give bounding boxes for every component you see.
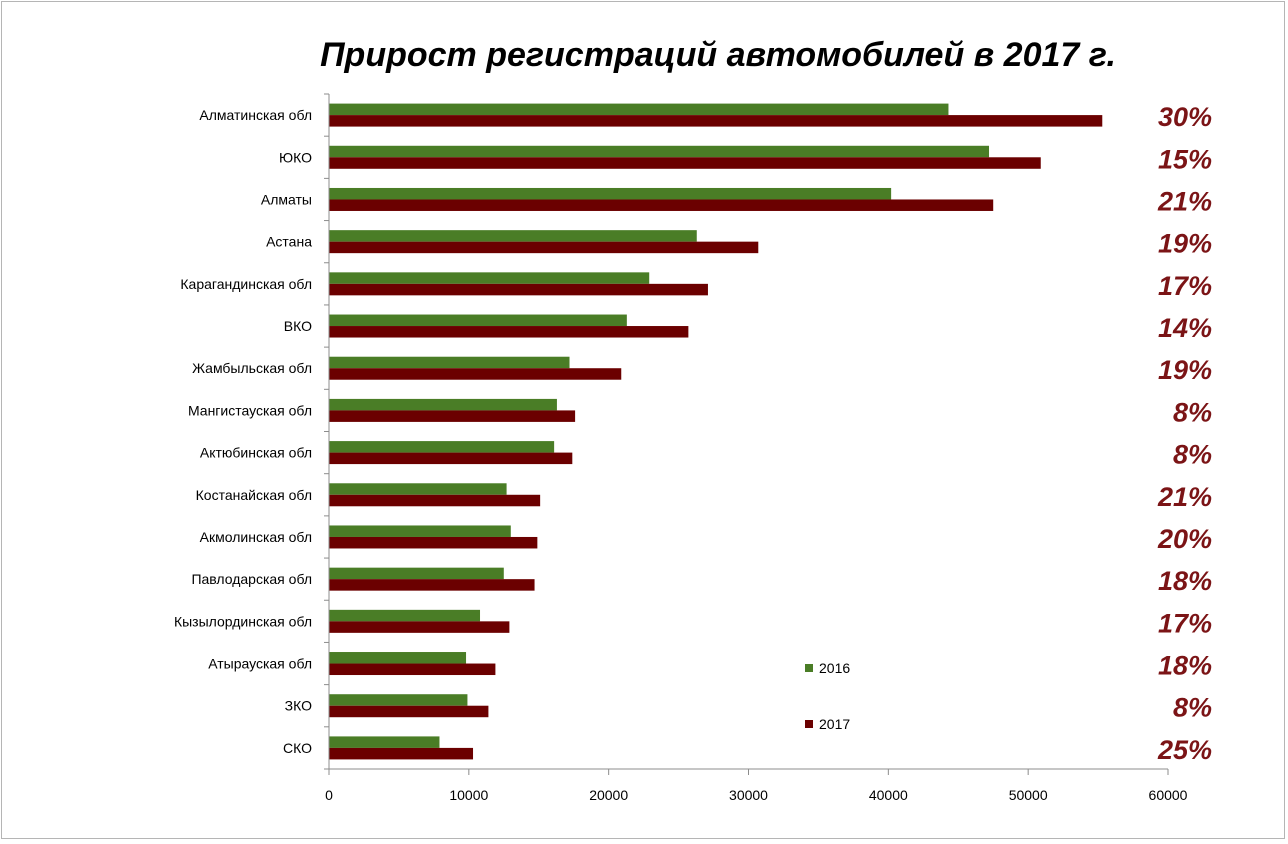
- bar-2016-15: [329, 736, 440, 748]
- bar-2017-12: [329, 621, 510, 633]
- category-label: Алматинская обл: [199, 107, 312, 123]
- bar-2017-11: [329, 579, 535, 591]
- axes: 0 10000 20000 30000 40000 50000 60000: [324, 93, 1188, 803]
- growth-percent-label: 20%: [1157, 524, 1212, 554]
- growth-percent-label: 15%: [1158, 144, 1212, 174]
- legend-label: 2017: [819, 716, 850, 732]
- bar-2016-0: [329, 103, 949, 116]
- category-label: Атырауская обл: [208, 656, 312, 672]
- bar-2016-7: [329, 398, 557, 411]
- growth-percent-label: 19%: [1158, 355, 1212, 385]
- bar-2017-15: [329, 747, 474, 760]
- category-label: Актюбинская обл: [200, 445, 312, 461]
- growth-percent-label: 18%: [1158, 651, 1212, 681]
- growth-percent-label: 19%: [1158, 229, 1212, 259]
- legend: 2016 2017: [805, 660, 850, 732]
- x-tick-label: 30000: [729, 787, 768, 803]
- growth-percent-label: 17%: [1158, 271, 1212, 301]
- bar-2017-9: [329, 494, 541, 507]
- growth-percent-label: 8%: [1173, 693, 1212, 723]
- bar-2016-10: [329, 525, 511, 537]
- bar-2017-2: [329, 199, 994, 211]
- category-labels: Алматинская обл ЮКО Алматы Астана Карагандин…: [174, 107, 312, 756]
- category-label: Алматы: [261, 191, 312, 207]
- bar-2016-3: [329, 230, 697, 242]
- bar-2016-9: [329, 483, 507, 495]
- category-label: СКО: [283, 740, 312, 756]
- bar-2016-6: [329, 356, 570, 369]
- bar-2016-8: [329, 441, 555, 453]
- bar-2016-12: [329, 609, 481, 622]
- growth-percent-label: 17%: [1158, 608, 1212, 638]
- growth-percent-label: 14%: [1158, 313, 1212, 343]
- bar-2017-13: [329, 663, 496, 676]
- category-label: ЮКО: [279, 149, 312, 165]
- bar-2017-6: [329, 368, 622, 380]
- bar-2017-3: [329, 241, 759, 254]
- category-label: Кызылординская обл: [174, 613, 312, 629]
- bar-2017-1: [329, 157, 1041, 169]
- growth-percent-label: 25%: [1157, 735, 1212, 765]
- x-tick-label: 10000: [449, 787, 488, 803]
- bar-2017-5: [329, 326, 689, 338]
- bars-layer: [329, 103, 1103, 760]
- growth-percent-labels: 30% 15% 21% 19% 17% 14% 19% 8% 8% 21% 20% 18% 17% 18%…: [1157, 102, 1212, 765]
- bar-2017-0: [329, 115, 1103, 127]
- bar-2016-2: [329, 187, 892, 200]
- category-label: Карагандинская обл: [180, 276, 312, 292]
- x-tick-label: 40000: [869, 787, 908, 803]
- category-label: ВКО: [284, 318, 312, 334]
- x-tick-label: 0: [325, 787, 333, 803]
- category-label: Жамбыльская обл: [192, 360, 312, 376]
- chart-title: Прирост регистраций автомобилей в 2017 г…: [320, 36, 1116, 74]
- category-label: Павлодарская обл: [191, 571, 312, 587]
- category-label: ЗКО: [285, 698, 312, 714]
- growth-percent-label: 21%: [1157, 186, 1212, 216]
- growth-percent-label: 30%: [1158, 102, 1212, 132]
- category-label: Акмолинская обл: [200, 529, 312, 545]
- x-tick-label: 60000: [1149, 787, 1188, 803]
- bar-2017-10: [329, 536, 538, 549]
- bar-2016-11: [329, 567, 504, 580]
- x-tick-label: 20000: [589, 787, 628, 803]
- growth-percent-label: 18%: [1158, 566, 1212, 596]
- bar-2016-4: [329, 272, 650, 284]
- growth-percent-label: 8%: [1173, 440, 1212, 470]
- bar-2016-5: [329, 314, 627, 327]
- category-label: Костанайская обл: [196, 487, 312, 503]
- bar-2016-13: [329, 652, 467, 664]
- bar-2017-14: [329, 705, 489, 718]
- legend-swatch-2017: [805, 720, 813, 728]
- growth-percent-label: 21%: [1157, 482, 1212, 512]
- x-tick-label: 50000: [1009, 787, 1048, 803]
- bar-2017-7: [329, 410, 576, 422]
- growth-percent-label: 8%: [1173, 397, 1212, 427]
- category-label: Астана: [266, 234, 312, 250]
- bar-2016-1: [329, 145, 990, 158]
- bar-2016-14: [329, 694, 468, 706]
- bar-2017-4: [329, 283, 708, 296]
- legend-swatch-2016: [805, 664, 813, 672]
- bar-2017-8: [329, 452, 573, 465]
- category-label: Мангистауская обл: [188, 402, 312, 418]
- legend-label: 2016: [819, 660, 850, 676]
